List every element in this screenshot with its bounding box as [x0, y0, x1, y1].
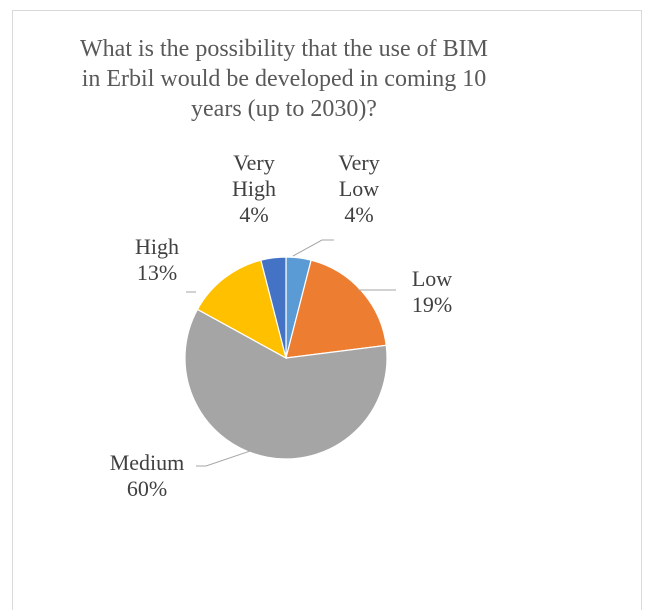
data-label-very-high-name-2: High [232, 176, 276, 201]
data-label-medium-name: Medium [109, 450, 185, 475]
pie-slice-low [285, 259, 387, 359]
data-label-high: High 13% [122, 234, 192, 286]
data-label-very-low-name-1: Very [338, 150, 380, 175]
chart-title: What is the possibility that the use of … [0, 34, 568, 124]
pie-chart [184, 239, 396, 467]
data-label-very-low-value: 4% [344, 202, 374, 227]
chart-title-line-3: years (up to 2030)? [191, 96, 377, 122]
pie-slices [184, 256, 388, 460]
pie-slice-very-high [260, 256, 287, 359]
leader-line-medium [196, 446, 263, 467]
data-label-very-high-name-1: Very [233, 150, 275, 175]
pie-slice-medium [184, 308, 388, 460]
data-label-high-value: 13% [136, 260, 178, 285]
data-label-medium-value: 60% [126, 476, 168, 501]
chart-title-line-2: in Erbil would be developed in coming 10 [81, 66, 487, 92]
leader-line-very-low [292, 239, 334, 257]
data-label-low-value: 19% [411, 292, 453, 317]
data-label-low-name: Low [411, 266, 453, 291]
data-label-medium: Medium 60% [92, 450, 202, 502]
data-label-very-high-value: 4% [239, 202, 269, 227]
leader-lines [186, 239, 396, 467]
data-label-very-low-name-2: Low [338, 176, 380, 201]
pie-slice-high [196, 259, 287, 360]
chart-title-line-1: What is the possibility that the use of … [80, 36, 488, 62]
chart-frame [12, 10, 642, 610]
data-label-very-high: Very High 4% [224, 150, 284, 228]
data-label-very-low: Very Low 4% [327, 150, 391, 228]
data-label-low: Low 19% [400, 266, 464, 318]
data-label-high-name: High [135, 234, 179, 259]
